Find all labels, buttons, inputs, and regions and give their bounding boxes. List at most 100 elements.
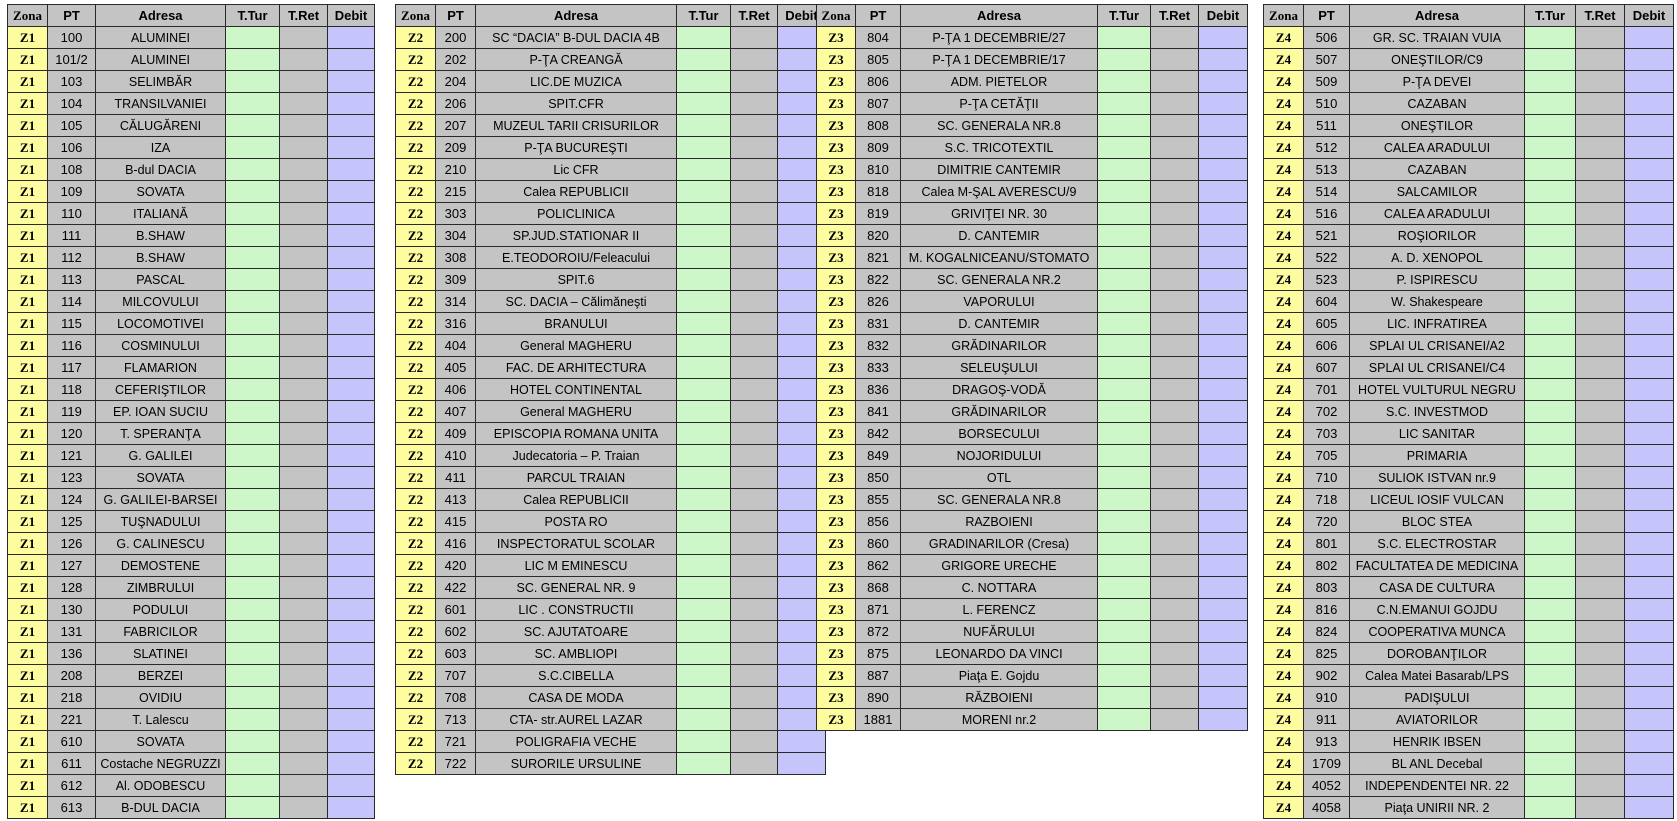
t-ret-cell[interactable] [1575, 510, 1625, 533]
t-tur-cell[interactable] [225, 730, 280, 753]
debit-cell[interactable] [777, 532, 826, 555]
t-tur-cell[interactable] [676, 158, 731, 181]
t-tur-cell[interactable] [676, 730, 731, 753]
t-tur-cell[interactable] [1524, 26, 1576, 49]
t-tur-cell[interactable] [1524, 708, 1576, 731]
t-ret-cell[interactable] [730, 224, 778, 247]
debit-cell[interactable] [1198, 48, 1248, 71]
t-tur-cell[interactable] [1097, 444, 1151, 467]
t-tur-cell[interactable] [1524, 796, 1576, 819]
t-ret-cell[interactable] [1150, 26, 1199, 49]
t-ret-cell[interactable] [1150, 48, 1199, 71]
debit-cell[interactable] [327, 752, 375, 775]
t-ret-cell[interactable] [279, 158, 328, 181]
t-ret-cell[interactable] [279, 92, 328, 115]
t-tur-cell[interactable] [676, 554, 731, 577]
t-tur-cell[interactable] [1097, 48, 1151, 71]
t-tur-cell[interactable] [1097, 356, 1151, 379]
t-tur-cell[interactable] [225, 576, 280, 599]
debit-cell[interactable] [327, 554, 375, 577]
debit-cell[interactable] [777, 246, 826, 269]
t-tur-cell[interactable] [676, 752, 731, 775]
t-tur-cell[interactable] [676, 664, 731, 687]
t-tur-cell[interactable] [676, 92, 731, 115]
debit-cell[interactable] [327, 92, 375, 115]
debit-cell[interactable] [777, 642, 826, 665]
t-ret-cell[interactable] [1575, 202, 1625, 225]
t-tur-cell[interactable] [1097, 290, 1151, 313]
t-tur-cell[interactable] [1097, 136, 1151, 159]
t-ret-cell[interactable] [1575, 92, 1625, 115]
t-tur-cell[interactable] [1097, 708, 1151, 731]
t-ret-cell[interactable] [1575, 180, 1625, 203]
t-tur-cell[interactable] [1524, 92, 1576, 115]
debit-cell[interactable] [1624, 356, 1674, 379]
debit-cell[interactable] [1198, 92, 1248, 115]
t-ret-cell[interactable] [730, 70, 778, 93]
t-ret-cell[interactable] [1575, 268, 1625, 291]
t-ret-cell[interactable] [730, 268, 778, 291]
t-ret-cell[interactable] [279, 510, 328, 533]
t-tur-cell[interactable] [225, 796, 280, 819]
t-ret-cell[interactable] [1575, 686, 1625, 709]
debit-cell[interactable] [327, 510, 375, 533]
debit-cell[interactable] [777, 444, 826, 467]
debit-cell[interactable] [327, 136, 375, 159]
t-ret-cell[interactable] [279, 752, 328, 775]
t-tur-cell[interactable] [225, 752, 280, 775]
t-ret-cell[interactable] [1575, 26, 1625, 49]
t-tur-cell[interactable] [676, 356, 731, 379]
t-ret-cell[interactable] [730, 422, 778, 445]
debit-cell[interactable] [327, 598, 375, 621]
t-tur-cell[interactable] [1097, 114, 1151, 137]
t-ret-cell[interactable] [1150, 224, 1199, 247]
t-tur-cell[interactable] [225, 444, 280, 467]
debit-cell[interactable] [1198, 444, 1248, 467]
t-ret-cell[interactable] [1150, 510, 1199, 533]
t-ret-cell[interactable] [730, 686, 778, 709]
t-ret-cell[interactable] [1150, 620, 1199, 643]
t-tur-cell[interactable] [225, 620, 280, 643]
t-tur-cell[interactable] [676, 620, 731, 643]
debit-cell[interactable] [1624, 488, 1674, 511]
t-tur-cell[interactable] [676, 400, 731, 423]
t-tur-cell[interactable] [1524, 620, 1576, 643]
debit-cell[interactable] [1198, 246, 1248, 269]
t-tur-cell[interactable] [225, 554, 280, 577]
debit-cell[interactable] [327, 400, 375, 423]
debit-cell[interactable] [777, 752, 826, 775]
t-tur-cell[interactable] [676, 378, 731, 401]
t-tur-cell[interactable] [1097, 202, 1151, 225]
t-tur-cell[interactable] [1097, 180, 1151, 203]
t-ret-cell[interactable] [730, 114, 778, 137]
debit-cell[interactable] [1624, 576, 1674, 599]
t-tur-cell[interactable] [1097, 642, 1151, 665]
t-tur-cell[interactable] [676, 312, 731, 335]
t-ret-cell[interactable] [730, 334, 778, 357]
debit-cell[interactable] [327, 268, 375, 291]
t-ret-cell[interactable] [730, 532, 778, 555]
debit-cell[interactable] [327, 246, 375, 269]
t-ret-cell[interactable] [279, 444, 328, 467]
t-ret-cell[interactable] [279, 400, 328, 423]
t-tur-cell[interactable] [225, 158, 280, 181]
t-ret-cell[interactable] [1575, 664, 1625, 687]
t-tur-cell[interactable] [225, 400, 280, 423]
t-tur-cell[interactable] [225, 92, 280, 115]
t-ret-cell[interactable] [1150, 202, 1199, 225]
debit-cell[interactable] [1198, 532, 1248, 555]
debit-cell[interactable] [327, 48, 375, 71]
t-tur-cell[interactable] [676, 642, 731, 665]
debit-cell[interactable] [1198, 202, 1248, 225]
t-tur-cell[interactable] [676, 268, 731, 291]
debit-cell[interactable] [1624, 136, 1674, 159]
t-tur-cell[interactable] [225, 246, 280, 269]
t-ret-cell[interactable] [1150, 70, 1199, 93]
t-tur-cell[interactable] [225, 180, 280, 203]
t-tur-cell[interactable] [1524, 224, 1576, 247]
debit-cell[interactable] [1624, 92, 1674, 115]
t-tur-cell[interactable] [1097, 686, 1151, 709]
t-ret-cell[interactable] [1575, 246, 1625, 269]
t-ret-cell[interactable] [1575, 576, 1625, 599]
t-ret-cell[interactable] [279, 268, 328, 291]
